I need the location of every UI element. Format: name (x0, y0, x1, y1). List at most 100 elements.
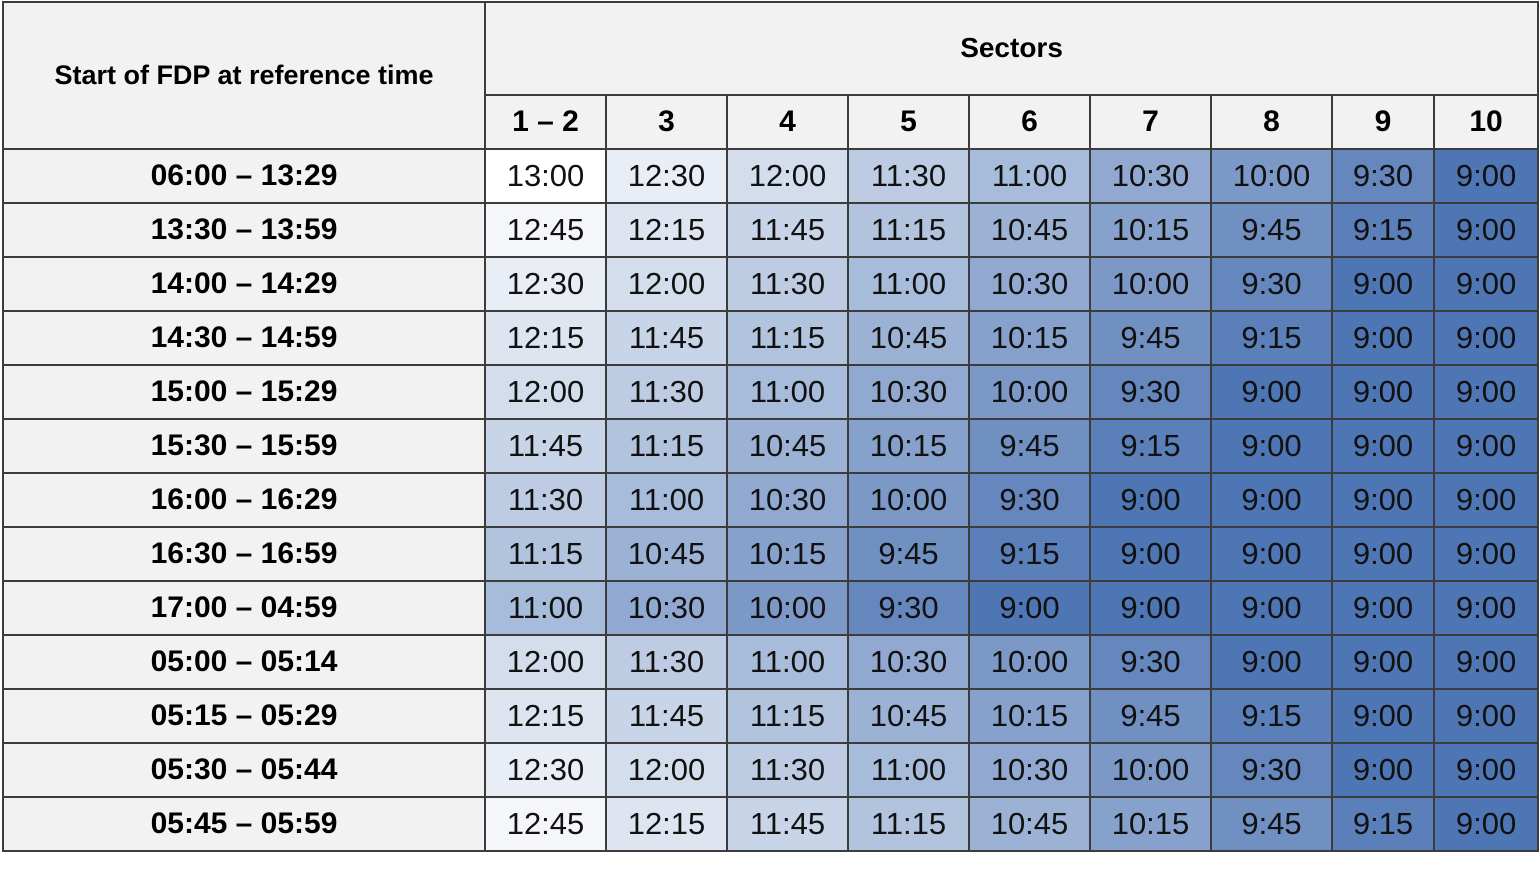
table-cell: 11:00 (847, 256, 970, 312)
row-header: 05:45 – 05:59 (2, 796, 486, 852)
row-header: 05:15 – 05:29 (2, 688, 486, 744)
table-cell: 9:15 (1210, 310, 1333, 366)
table-cell: 12:30 (484, 256, 607, 312)
table-cell: 9:00 (1432, 148, 1540, 204)
table-cell: 11:45 (484, 418, 607, 474)
table-cell: 11:00 (484, 580, 607, 636)
table-cell: 11:15 (726, 688, 849, 744)
table-cell: 12:15 (605, 796, 728, 852)
table-row: 05:15 – 05:29 12:15 11:45 11:15 10:45 10:15 9:… (2, 688, 1540, 744)
table-cell: 9:45 (847, 526, 970, 582)
table-cell: 9:00 (1210, 418, 1333, 474)
row-header: 14:30 – 14:59 (2, 310, 486, 366)
table-cell: 9:00 (1432, 688, 1540, 744)
row-header: 17:00 – 04:59 (2, 580, 486, 636)
table-cell: 10:00 (968, 364, 1091, 420)
table-cell: 9:15 (968, 526, 1091, 582)
table-cell: 12:30 (605, 148, 728, 204)
table-cell: 11:15 (726, 310, 849, 366)
table-cell: 10:15 (1089, 796, 1212, 852)
table-cell: 9:15 (1089, 418, 1212, 474)
table-cell: 10:45 (605, 526, 728, 582)
column-header: 6 (968, 93, 1091, 151)
corner-header: Start of FDP at reference time (2, 1, 486, 150)
table-row: 06:00 – 13:29 13:00 12:30 12:00 11:30 11:00 10… (2, 148, 1540, 204)
column-header: 10 (1432, 93, 1540, 151)
table-row: 05:00 – 05:14 12:00 11:30 11:00 10:30 10:00 9:… (2, 634, 1540, 690)
row-header: 05:00 – 05:14 (2, 634, 486, 690)
table-cell: 9:00 (1089, 580, 1212, 636)
header-row-columns: 1 – 2 3 4 5 6 7 8 9 10 (3, 93, 1540, 151)
row-header: 15:00 – 15:29 (2, 364, 486, 420)
table-cell: 11:30 (726, 742, 849, 798)
table-cell: 10:30 (968, 742, 1091, 798)
row-header: 16:30 – 16:59 (2, 526, 486, 582)
table-row: 14:00 – 14:29 12:30 12:00 11:30 11:00 10:30 10… (2, 256, 1540, 312)
table-cell: 9:45 (1089, 310, 1212, 366)
table-cell: 9:45 (1210, 202, 1333, 258)
table-cell: 10:30 (847, 364, 970, 420)
table-cell: 9:00 (1432, 634, 1540, 690)
table-cell: 10:30 (1089, 148, 1212, 204)
table-cell: 12:00 (484, 634, 607, 690)
table-cell: 9:00 (1331, 310, 1435, 366)
header-row-group: Start of FDP at reference time Sectors (2, 1, 1540, 150)
table-cell: 9:00 (1331, 256, 1435, 312)
table-cell: 9:00 (1331, 688, 1435, 744)
table-cell: 9:30 (1331, 148, 1435, 204)
table-cell: 11:30 (605, 634, 728, 690)
table-cell: 9:30 (847, 580, 970, 636)
table-cell: 9:45 (1089, 688, 1212, 744)
table-cell: 11:30 (726, 256, 849, 312)
table-cell: 9:00 (968, 580, 1091, 636)
table-row: 16:00 – 16:29 11:30 11:00 10:30 10:00 9:30 9:0… (2, 472, 1540, 528)
table-cell: 11:00 (726, 364, 849, 420)
table-cell: 10:00 (1210, 148, 1333, 204)
column-header: 8 (1210, 93, 1333, 151)
table-cell: 9:00 (1432, 310, 1540, 366)
table-cell: 9:00 (1210, 634, 1333, 690)
table-cell: 10:45 (968, 796, 1091, 852)
table-cell: 10:45 (847, 688, 970, 744)
table-cell: 9:15 (1210, 688, 1333, 744)
table-cell: 10:00 (847, 472, 970, 528)
table-cell: 12:00 (605, 256, 728, 312)
table-cell: 12:15 (484, 688, 607, 744)
table-cell: 10:45 (726, 418, 849, 474)
table-cell: 9:00 (1432, 580, 1540, 636)
table-cell: 12:45 (484, 796, 607, 852)
table-cell: 11:00 (968, 148, 1091, 204)
table-header: Start of FDP at reference time Sectors 1… (2, 1, 1540, 151)
table-cell: 10:15 (968, 688, 1091, 744)
table-cell: 9:00 (1331, 418, 1435, 474)
column-header: 7 (1089, 93, 1212, 151)
table-cell: 9:00 (1331, 472, 1435, 528)
table-cell: 11:45 (605, 688, 728, 744)
table-cell: 12:15 (605, 202, 728, 258)
table-cell: 9:00 (1210, 472, 1333, 528)
table-cell: 9:00 (1331, 580, 1435, 636)
table-cell: 11:15 (605, 418, 728, 474)
table-cell: 9:00 (1331, 364, 1435, 420)
table-cell: 11:30 (605, 364, 728, 420)
table-cell: 10:00 (1089, 742, 1212, 798)
table-cell: 9:00 (1210, 364, 1333, 420)
table-cell: 10:30 (726, 472, 849, 528)
column-header: 3 (605, 93, 728, 151)
table-cell: 9:30 (1210, 256, 1333, 312)
table-row: 15:00 – 15:29 12:00 11:30 11:00 10:30 10:00 9:… (2, 364, 1540, 420)
table-cell: 9:00 (1331, 526, 1435, 582)
table-row: 05:45 – 05:59 12:45 12:15 11:45 11:15 10:45 10… (2, 796, 1540, 852)
table-cell: 9:30 (968, 472, 1091, 528)
row-header: 14:00 – 14:29 (2, 256, 486, 312)
table-cell: 12:45 (484, 202, 607, 258)
table-cell: 9:00 (1210, 526, 1333, 582)
table-cell: 9:30 (1089, 634, 1212, 690)
fdp-table: Start of FDP at reference time Sectors 1… (2, 1, 1540, 852)
table-cell: 10:15 (968, 310, 1091, 366)
row-header: 15:30 – 15:59 (2, 418, 486, 474)
row-header: 06:00 – 13:29 (2, 148, 486, 204)
sectors-header: Sectors (483, 1, 1540, 96)
table-cell: 10:45 (968, 202, 1091, 258)
table-cell: 11:00 (605, 472, 728, 528)
